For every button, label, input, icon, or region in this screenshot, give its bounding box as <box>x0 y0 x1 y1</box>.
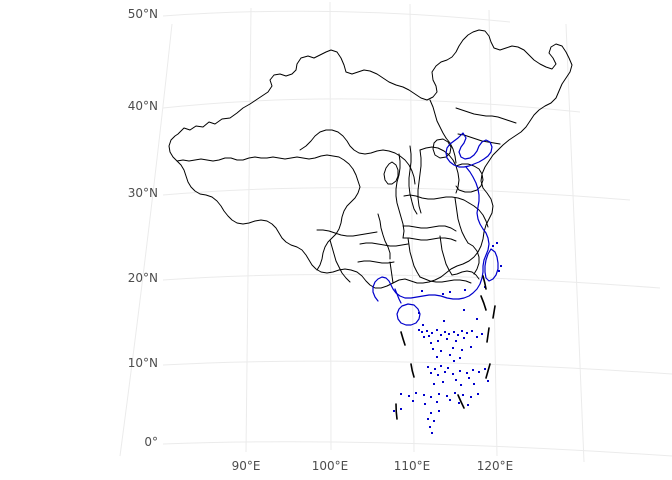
lon-label-120: 120°E <box>477 459 514 473</box>
graticule-meridian-120 <box>489 10 497 456</box>
graticule-parallel-40 <box>163 99 580 112</box>
lat-label-0: 0° <box>144 435 158 449</box>
boundary-xinjiang-south <box>177 155 360 187</box>
boundary-guizhou-south <box>358 261 394 263</box>
boundary-jiangxi <box>440 236 452 275</box>
graticule-meridian-90 <box>246 8 251 452</box>
boundary-gansu-inner-mongolia <box>300 130 415 184</box>
boundary-guangdong <box>420 277 471 283</box>
boundary-hebei <box>420 147 459 193</box>
dash-segment-4 <box>410 363 415 378</box>
latitude-labels-group: 50°N 40°N 30°N 20°N 10°N 0° <box>128 7 158 449</box>
lon-label-90: 90°E <box>232 459 261 473</box>
boundary-inner-mongolia-east <box>430 100 446 138</box>
dash-segment-6 <box>457 394 465 409</box>
boundary-shanxi <box>418 150 421 213</box>
boundary-jiangsu-north <box>469 203 488 227</box>
graticule-meridian-130 <box>566 24 584 462</box>
lat-label-50: 50°N <box>128 7 158 21</box>
coastline-layer <box>373 133 498 325</box>
boundary-beijing <box>433 139 451 158</box>
coastline-taiwan-island <box>485 249 498 281</box>
dash-segment-7 <box>395 403 398 420</box>
graticule-meridian-80 <box>120 24 172 456</box>
boundary-hunan <box>408 238 420 277</box>
boundary-anhui-jiangsu <box>455 198 468 243</box>
dash-segment-5 <box>485 363 491 379</box>
dash-segment-1 <box>480 295 487 311</box>
national-boundary-outline <box>169 30 572 288</box>
coastline-leizhou <box>395 289 401 303</box>
boundary-sichuan-east <box>378 214 390 259</box>
boundary-heilongjiang-jilin <box>456 108 516 123</box>
boundary-fujian <box>452 271 479 279</box>
coastline-bohai <box>446 133 492 167</box>
coastline-east-china-sea <box>459 167 489 299</box>
lat-label-30: 30°N <box>128 186 158 200</box>
graticule-meridian-100 <box>330 2 331 450</box>
boundary-zhejiang <box>468 243 479 274</box>
boundary-yunnan <box>330 240 350 282</box>
boundary-henan <box>404 195 469 203</box>
dash-segment-9 <box>492 305 496 319</box>
graticule-meridian-110 <box>410 4 414 452</box>
lon-label-110: 110°E <box>394 459 431 473</box>
graticule-parallel-50 <box>163 11 510 22</box>
lon-label-100: 100°E <box>312 459 349 473</box>
boundary-ningxia <box>384 162 398 184</box>
boundary-shanxi-west <box>409 146 417 214</box>
boundary-hubei-hunan <box>403 238 456 241</box>
nine-dash-line-layer <box>395 275 496 420</box>
boundary-hubei <box>403 226 456 231</box>
province-boundaries-layer <box>169 30 572 288</box>
boundary-guizhou <box>360 243 408 246</box>
graticule-parallel-20 <box>163 275 660 288</box>
boundary-liaoning-west <box>446 138 456 163</box>
boundary-shaanxi <box>396 154 404 238</box>
lat-label-40: 40°N <box>128 99 158 113</box>
lat-label-10: 10°N <box>128 356 158 370</box>
graticule-layer <box>120 2 672 462</box>
dash-segment-8 <box>482 275 487 290</box>
lat-label-20: 20°N <box>128 271 158 285</box>
dash-segment-2 <box>400 331 406 346</box>
dash-segment-3 <box>486 327 490 343</box>
longitude-labels-group: 90°E 100°E 110°E 120°E <box>232 459 514 473</box>
boundary-guangxi <box>390 262 393 283</box>
graticule-parallel-0 <box>163 442 672 456</box>
graticule-parallel-30 <box>163 188 630 200</box>
boundary-shandong <box>456 164 483 192</box>
boundary-sichuan-south <box>317 230 377 236</box>
boundary-tibet-east <box>317 187 360 270</box>
coastline-hainan-island <box>397 304 420 325</box>
graticule-parallel-10 <box>163 361 672 374</box>
